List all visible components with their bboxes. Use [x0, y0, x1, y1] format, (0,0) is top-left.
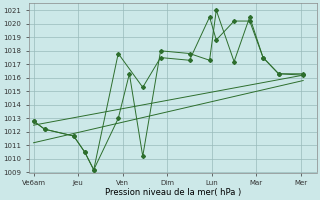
X-axis label: Pression niveau de la mer( hPa ): Pression niveau de la mer( hPa ): [105, 188, 241, 197]
